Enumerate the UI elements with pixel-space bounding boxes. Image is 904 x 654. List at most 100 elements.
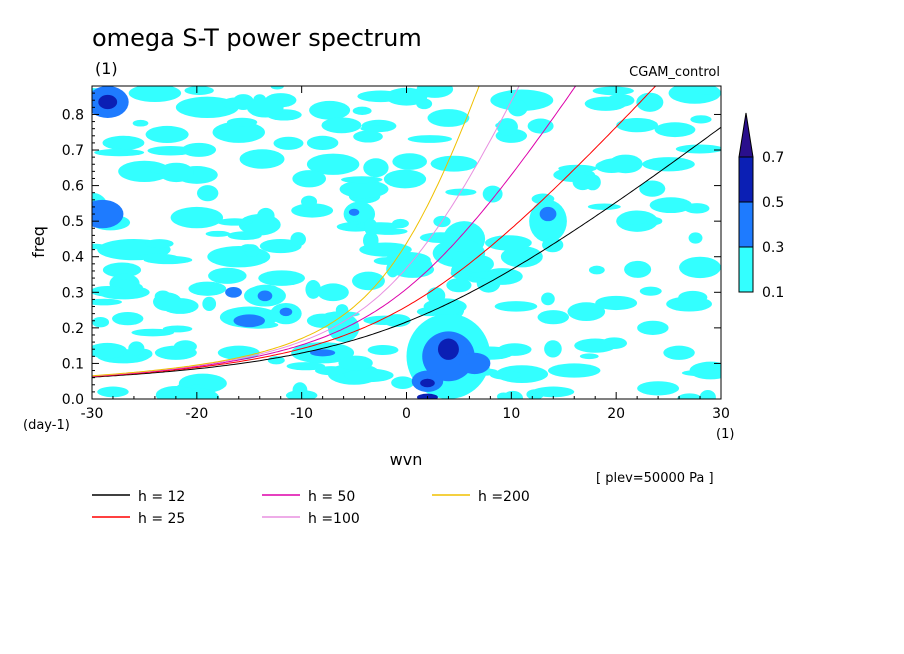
contour-patch — [544, 340, 562, 358]
y-tick-label: 0.8 — [62, 107, 84, 123]
colorbar-extend-triangle — [738, 112, 754, 158]
series-line — [92, 126, 721, 378]
contour-patch — [595, 295, 638, 311]
contour-patch — [98, 94, 118, 110]
contour-patch — [567, 302, 606, 322]
x-tick-label: -30 — [81, 406, 104, 422]
y-tick-label: 0.5 — [62, 214, 84, 230]
contour-patch — [92, 342, 127, 359]
contour-patch — [654, 122, 696, 138]
contour-patch — [290, 232, 306, 247]
contour-patch — [102, 262, 142, 278]
contour-patch — [184, 86, 214, 96]
colorbar-segment — [738, 246, 754, 293]
contour-patch — [317, 283, 349, 302]
contour-patch — [636, 92, 664, 112]
contour-patch — [446, 278, 472, 293]
contour-patch — [212, 121, 265, 143]
contour-patch — [622, 216, 647, 225]
contour-patch — [145, 239, 174, 249]
contour-patch — [118, 160, 171, 183]
contour-patch — [637, 320, 669, 335]
y-axis: 0.0 0.1 0.2 0.3 0.4 0.5 0.6 0.7 0.8 — [62, 92, 721, 408]
contour-patch — [663, 345, 695, 360]
contour-patch — [307, 316, 330, 325]
contour-patch — [367, 344, 399, 356]
contour-patch — [601, 337, 627, 349]
contour-patch — [273, 136, 304, 150]
contour-patch — [391, 376, 415, 390]
colorbar-label: 0.3 — [762, 240, 784, 256]
contour-patch — [649, 197, 693, 214]
y-tick-label: 0.2 — [62, 321, 84, 337]
y-axis-unit: (day-1) — [23, 418, 70, 433]
contour-patch — [688, 232, 703, 244]
x-tick-label: 0 — [402, 406, 411, 422]
contour-patch — [624, 260, 652, 278]
contour-patch — [383, 169, 427, 189]
contour-patch — [259, 238, 302, 254]
colorbar-segment — [738, 201, 754, 248]
contour-patch — [216, 218, 253, 226]
contour-patch — [427, 109, 470, 127]
contour-patch — [357, 90, 404, 103]
contour-patch — [666, 296, 713, 312]
contour-patch — [392, 153, 427, 170]
chart-title: omega S-T power spectrum — [92, 24, 422, 52]
contour-patch — [588, 265, 605, 275]
contour-patch — [363, 231, 379, 250]
contour-patch — [500, 246, 543, 268]
legend-label: h = 50 — [308, 489, 355, 505]
x-tick-label: 20 — [607, 406, 625, 422]
contour-patch — [430, 155, 478, 172]
colorbar-label: 0.7 — [762, 150, 784, 166]
contour-patch — [340, 176, 383, 184]
series-line — [92, 86, 657, 378]
contour-patch — [315, 366, 348, 376]
dispersion-curves — [92, 86, 721, 378]
contour-patch — [490, 89, 554, 111]
legend-label: h =100 — [308, 511, 360, 527]
contour-patch — [94, 148, 145, 157]
contour-patch — [92, 243, 108, 250]
contour-patch — [695, 87, 718, 95]
contour-patch — [208, 267, 247, 284]
contour-patch — [548, 363, 601, 378]
contour-patch — [690, 115, 712, 124]
contour-patch — [598, 158, 637, 173]
contour-patch — [257, 290, 273, 302]
contour-patch — [539, 206, 557, 222]
legend-label: h = 12 — [138, 489, 185, 505]
contour-patch — [363, 315, 406, 325]
contour-patch — [526, 389, 544, 399]
colorbar-label: 0.5 — [762, 195, 784, 211]
x-axis: -30 -20 -10 0 10 20 30 — [81, 86, 730, 422]
contour-patch — [541, 292, 555, 306]
contour-patch — [363, 158, 389, 178]
contour-patch — [494, 301, 538, 312]
x-tick-label: -20 — [185, 406, 208, 422]
chart-subtitle-right: CGAM_control — [629, 65, 720, 80]
contour-patch — [637, 381, 680, 396]
y-tick-label: 0.0 — [62, 392, 84, 408]
contour-patch — [161, 298, 199, 314]
contour-patch — [155, 385, 197, 399]
contour-patch — [173, 340, 197, 353]
contour-patch — [170, 206, 224, 229]
contour-patch — [351, 271, 385, 291]
contour-patch — [202, 296, 217, 311]
contour-patch — [233, 314, 265, 328]
contour-patch — [537, 310, 569, 325]
contour-patch — [306, 153, 360, 175]
contour-patch — [502, 390, 524, 399]
x-tick-label: 30 — [712, 406, 730, 422]
contour-patch — [112, 311, 144, 326]
contour-patch — [205, 230, 231, 237]
contour-patch — [258, 270, 306, 286]
contour-patch — [131, 328, 175, 337]
contour-patch — [352, 106, 372, 116]
contour-patch — [246, 98, 284, 118]
contour-patch — [92, 317, 110, 328]
contour-patch — [353, 130, 383, 143]
